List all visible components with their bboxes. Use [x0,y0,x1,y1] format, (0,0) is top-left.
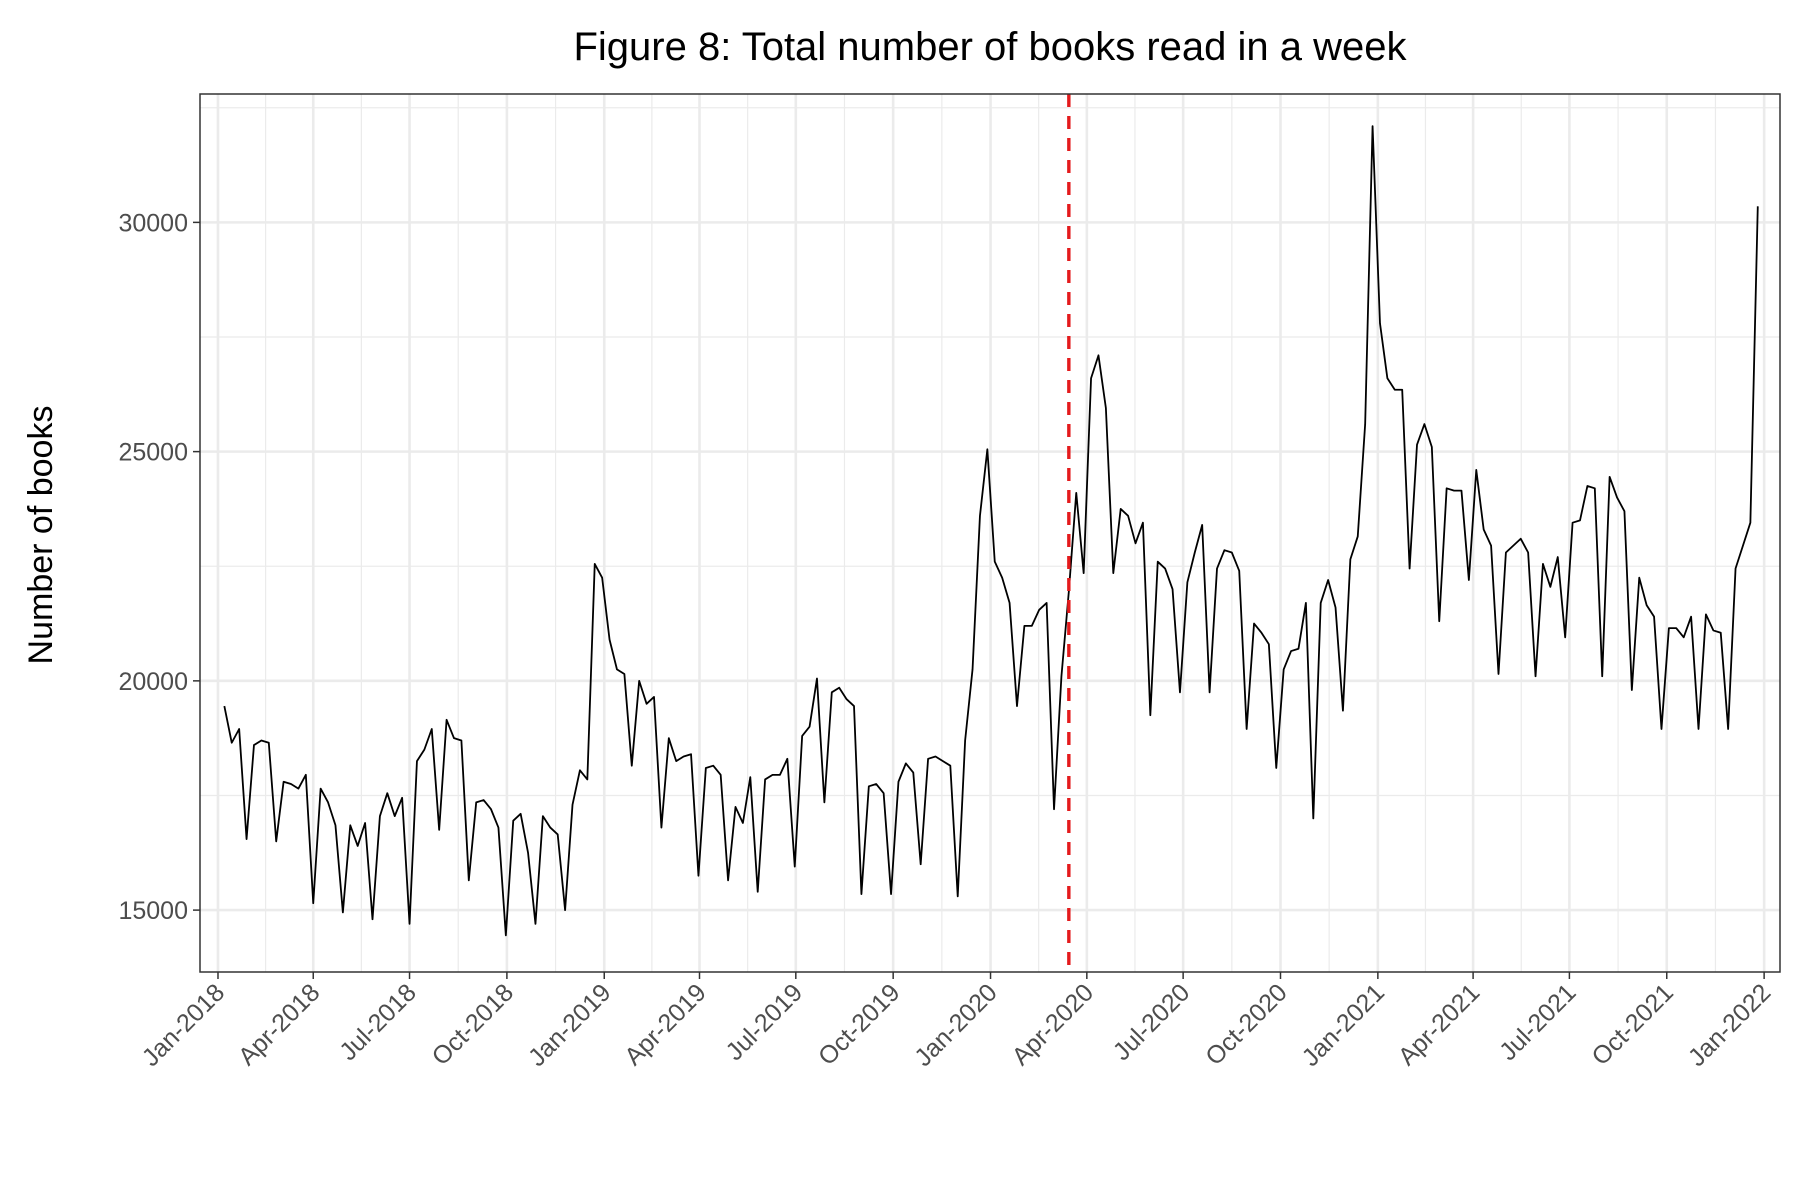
x-tick-label: Apr-2019 [619,978,712,1071]
x-tick-label: Oct-2020 [1200,978,1293,1071]
grid [200,94,1780,972]
x-tick-label: Jul-2019 [720,978,808,1066]
plot-area [223,94,1759,972]
x-tick-label: Oct-2019 [813,978,906,1071]
x-tick-label: Jan-2021 [1297,978,1391,1072]
chart-title: Figure 8: Total number of books read in … [573,25,1407,69]
x-tick-label: Apr-2018 [233,978,326,1071]
series-line [223,125,1759,937]
x-tick-label: Jan-2022 [1683,978,1777,1072]
y-tick-label: 15000 [118,897,188,925]
y-tick-label: 30000 [118,209,188,237]
x-tick-label: Jan-2018 [137,978,231,1072]
x-tick-label: Jul-2018 [334,978,422,1066]
x-tick-label: Apr-2021 [1393,978,1486,1071]
y-axis-label: Number of books [22,406,60,665]
x-tick-label: Jul-2021 [1494,978,1582,1066]
x-tick-label: Jul-2020 [1108,978,1196,1066]
x-tick-label: Jan-2020 [909,978,1003,1072]
y-tick-label: 25000 [118,439,188,467]
x-tick-label: Apr-2020 [1007,978,1100,1071]
x-tick-label: Oct-2021 [1586,978,1679,1071]
y-tick-label: 20000 [118,668,188,696]
x-tick-label: Jan-2019 [523,978,617,1072]
x-tick-label: Oct-2018 [427,978,520,1071]
